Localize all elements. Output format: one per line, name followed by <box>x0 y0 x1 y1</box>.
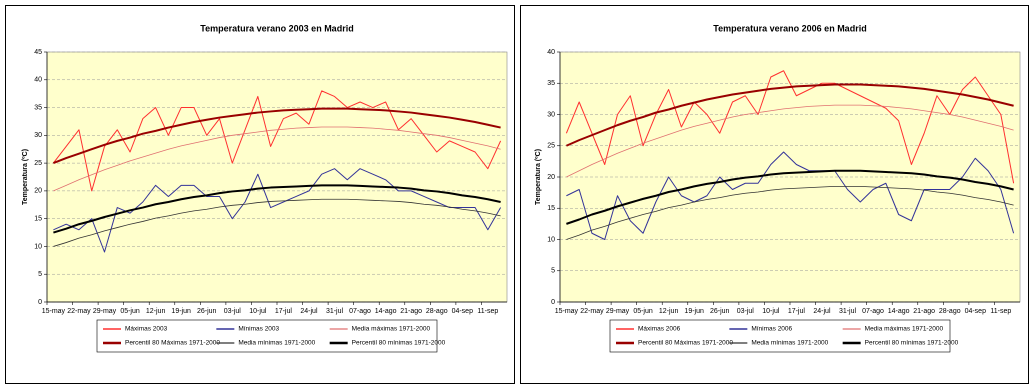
y-tick-label: 0 <box>38 299 42 306</box>
x-tick-label: 21-ago <box>913 308 935 315</box>
y-tick-label: 40 <box>547 49 555 56</box>
legend-label: Mínimas 2006 <box>751 326 792 333</box>
series-line <box>566 169 1014 225</box>
x-tick-label: 07-ago <box>862 308 884 315</box>
x-tick-label: 07-ago <box>349 308 371 315</box>
series-line <box>53 168 502 253</box>
chart: 0 5 10 15 20 25 30 35 40 15-may 22-may 29-may 05-jun… <box>535 23 1021 353</box>
y-tick-label: 10 <box>34 243 42 250</box>
x-tick-label: 21-ago <box>400 308 422 315</box>
y-tick-label: 35 <box>547 80 555 87</box>
y-tick-label: 45 <box>34 49 42 56</box>
x-tick-label: 22-may <box>580 308 604 315</box>
legend-label: Media máximas 1971-2000 <box>865 326 944 333</box>
y-tick-label: 25 <box>547 143 555 150</box>
x-tick-label: 29-may <box>606 308 630 315</box>
legend-label: Máximas 2003 <box>125 326 168 333</box>
x-tick-label: 15-may <box>42 308 66 315</box>
y-tick-label: 15 <box>34 216 42 223</box>
series-line <box>566 151 1015 240</box>
legend-label: Percentil 80 Máximas 1971-2000 <box>638 340 733 347</box>
x-tick-label: 24-jul <box>300 308 318 315</box>
x-tick-label: 05-jun <box>633 308 653 315</box>
x-tick-label: 19-jun <box>171 308 191 315</box>
x-tick-label: 14-ago <box>375 308 397 315</box>
y-tick-label: 40 <box>34 77 42 84</box>
x-tick-label: 11-sep <box>990 308 1011 315</box>
x-tick-label: 24-jul <box>813 308 831 315</box>
x-tick-label: 14-ago <box>888 308 910 315</box>
y-tick-label: 15 <box>547 205 555 212</box>
x-tick-label: 28-ago <box>939 308 961 315</box>
x-tick-label: 03-jul <box>737 308 755 315</box>
x-tick-label: 12-jun <box>146 308 166 315</box>
y-axis-title: Temperatura (ºC) <box>22 149 29 205</box>
x-tick-label: 03-jul <box>224 308 242 315</box>
legend-label: Media mínimas 1971-2000 <box>238 340 315 347</box>
chart: 0 5 10 15 20 25 30 35 40 45 15-may 22-may 29-may 05-j… <box>22 23 508 353</box>
x-tick-label: 29-may <box>93 308 117 315</box>
x-tick-label: 26-jun <box>197 308 217 315</box>
legend-box <box>96 319 438 353</box>
x-tick-label: 11-sep <box>477 308 498 315</box>
y-tick-label: 25 <box>34 160 42 167</box>
chart-title: Temperatura verano 2003 en Madrid <box>200 23 353 33</box>
legend-label: Media máximas 1971-2000 <box>352 326 431 333</box>
y-tick-label: 20 <box>547 174 555 181</box>
y-tick-label: 35 <box>34 104 42 111</box>
legend-label: Percentil 80 Máximas 1971-2000 <box>125 340 220 347</box>
series-line <box>566 185 1014 240</box>
y-tick-label: 5 <box>551 268 555 275</box>
series-line <box>566 104 1014 178</box>
x-tick-label: 19-jun <box>684 308 704 315</box>
series-line <box>53 184 501 234</box>
legend-label: Percentil 80 mínimas 1971-2000 <box>352 340 446 347</box>
x-tick-label: 10-jul <box>249 308 267 315</box>
series-line <box>53 107 501 165</box>
y-tick-label: 0 <box>551 299 555 306</box>
legend-label: Máximas 2006 <box>638 326 681 333</box>
y-tick-label: 10 <box>547 236 555 243</box>
x-tick-label: 05-jun <box>120 308 140 315</box>
series-line <box>53 126 501 192</box>
x-tick-label: 31-jul <box>839 308 857 315</box>
legend-label: Media mínimas 1971-2000 <box>751 340 828 347</box>
x-tick-label: 28-ago <box>426 308 448 315</box>
x-tick-label: 04-sep <box>965 308 987 315</box>
chart-title: Temperatura verano 2006 en Madrid <box>713 23 866 33</box>
x-tick-label: 15-may <box>555 308 579 315</box>
y-axis-title: Temperatura (ºC) <box>535 149 542 205</box>
y-tick-label: 30 <box>547 111 555 118</box>
series-line <box>565 83 1014 147</box>
x-tick-label: 31-jul <box>326 308 344 315</box>
y-tick-label: 30 <box>34 132 42 139</box>
x-tick-label: 10-jul <box>762 308 780 315</box>
y-tick-label: 5 <box>38 271 42 278</box>
x-tick-label: 17-jul <box>275 308 293 315</box>
y-tick-label: 20 <box>34 188 42 195</box>
x-tick-label: 12-jun <box>659 308 679 315</box>
x-tick-label: 22-may <box>67 308 91 315</box>
series-line <box>52 90 502 192</box>
plot-area <box>46 51 508 303</box>
series-line <box>53 198 501 247</box>
legend-box <box>609 319 951 353</box>
legend-label: Percentil 80 mínimas 1971-2000 <box>865 340 959 347</box>
x-tick-label: 26-jun <box>710 308 730 315</box>
x-tick-label: 17-jul <box>788 308 806 315</box>
legend-label: Mínimas 2003 <box>238 326 279 333</box>
x-tick-label: 04-sep <box>452 308 474 315</box>
series-line <box>565 70 1015 184</box>
